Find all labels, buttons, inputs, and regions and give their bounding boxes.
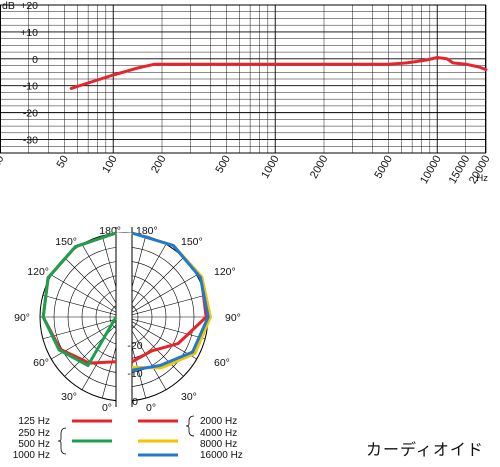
x-tick-label: 10000 xyxy=(418,154,444,186)
x-tick-label: 2000 xyxy=(308,154,331,181)
legend-label: 500 Hz xyxy=(18,439,50,450)
angle-label: 120° xyxy=(27,266,49,278)
polar-curve-left xyxy=(41,231,118,367)
radial-label: 0 xyxy=(132,396,138,408)
legend-label: 2000 Hz xyxy=(200,416,237,427)
x-tick-label: 50 xyxy=(55,154,72,171)
response-curve xyxy=(69,56,488,90)
legend-label: 250 Hz xyxy=(18,428,50,439)
angle-label: 120° xyxy=(214,266,236,278)
y-tick-label: 0 xyxy=(32,54,38,66)
angle-label: 60° xyxy=(214,357,230,369)
legend-label: 125 Hz xyxy=(18,416,50,427)
radial-label: -10 xyxy=(127,368,142,380)
y-tick-label: +20 xyxy=(20,0,38,12)
y-tick-label: -10 xyxy=(23,81,38,93)
x-tick-label: 500 xyxy=(213,154,233,176)
angle-label: 60° xyxy=(33,357,49,369)
angle-label: 0° xyxy=(146,402,156,414)
y-tick-label: -20 xyxy=(23,108,38,120)
angle-label: 90° xyxy=(14,312,30,324)
angle-label: 90° xyxy=(225,312,241,324)
x-axis-label: Hz xyxy=(476,173,488,184)
angle-label: 0° xyxy=(102,402,112,414)
x-tick-label: 5000 xyxy=(372,154,395,181)
y-tick-label: +10 xyxy=(20,27,38,39)
angle-label: 30° xyxy=(181,391,197,403)
pattern-caption: カーディオイド xyxy=(366,440,484,459)
angle-label: 150° xyxy=(55,236,77,248)
angle-label: 180° xyxy=(136,225,158,237)
x-tick-label: 200 xyxy=(149,154,169,176)
polar-curve-right xyxy=(131,231,208,364)
legend-label: 8000 Hz xyxy=(200,439,237,450)
legend-brace xyxy=(57,427,67,455)
legend-label: 4000 Hz xyxy=(200,428,237,439)
legend-label: 16000 Hz xyxy=(200,450,243,461)
legend-label: 1000 Hz xyxy=(13,450,50,461)
legend-brace xyxy=(185,415,195,437)
y-axis-label: dB xyxy=(2,0,15,12)
x-tick-label: 1000 xyxy=(259,154,282,181)
polar-curve-right xyxy=(131,231,210,372)
angle-label: 30° xyxy=(61,391,77,403)
radial-label: -20 xyxy=(127,340,142,352)
y-tick-label: -30 xyxy=(23,135,38,147)
angle-label: 150° xyxy=(181,236,203,248)
plot-frame xyxy=(0,4,486,154)
x-tick-label: 20 xyxy=(0,154,7,171)
polar-center-gap xyxy=(116,233,132,403)
x-tick-label: 100 xyxy=(100,154,120,176)
